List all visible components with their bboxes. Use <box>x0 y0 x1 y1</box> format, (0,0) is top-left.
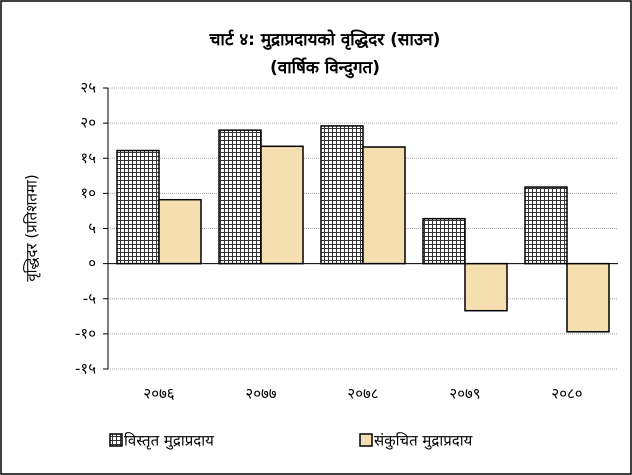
bar <box>362 146 406 265</box>
y-tick-label: २० <box>80 114 96 132</box>
chart-subtitle: (वार्षिक विन्दुगत) <box>270 57 380 79</box>
y-tick-label: १५ <box>80 149 96 167</box>
bar <box>320 125 364 265</box>
y-axis-label: वृद्धिदर (प्रतिशतमा) <box>23 174 42 281</box>
bar <box>158 198 202 265</box>
x-tick-label: २०७८ <box>347 385 378 403</box>
bar <box>566 262 610 333</box>
x-tick-label: २०७७ <box>245 385 276 403</box>
bar <box>218 129 262 265</box>
legend-label: विस्तृत मुद्राप्रदाय <box>124 432 214 451</box>
legend-label: संकुचित मुद्राप्रदाय <box>374 432 473 451</box>
legend-swatch <box>359 433 373 447</box>
y-tick-label: ५ <box>88 219 96 237</box>
bar <box>422 217 466 265</box>
legend-swatch <box>109 433 123 447</box>
y-tick-label: -१० <box>75 324 96 342</box>
bar <box>116 149 160 265</box>
x-tick-label: २०७६ <box>143 385 174 403</box>
y-tick-label: -१५ <box>75 360 96 378</box>
x-tick-label: २०८० <box>551 385 582 403</box>
y-tick-label: १० <box>80 184 96 202</box>
y-tick-label: ० <box>88 254 96 272</box>
y-tick-label: २५ <box>80 79 96 97</box>
y-tick-label: -५ <box>83 289 96 307</box>
x-tick-label: २०७९ <box>449 385 480 403</box>
bar <box>260 145 304 265</box>
bar <box>464 262 508 312</box>
chart-title: चार्ट ४: मुद्राप्रदायको वृद्धिदर (साउन) <box>209 29 441 50</box>
bar <box>524 186 568 265</box>
